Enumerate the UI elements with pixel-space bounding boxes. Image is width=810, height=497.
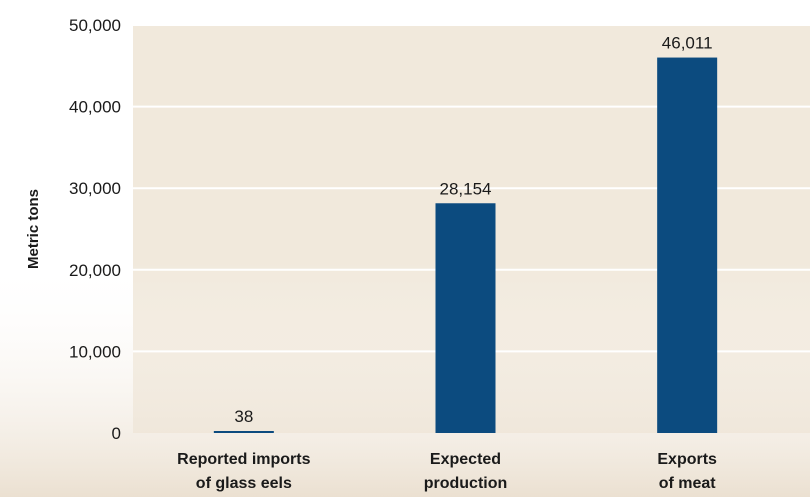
data-label: 28,154 (440, 179, 492, 198)
bars: 38 28,154 46,011 (213, 34, 718, 434)
x-category-label: Exports (657, 451, 717, 468)
bar (435, 203, 496, 433)
bar (657, 57, 718, 434)
y-tick-label: 20,000 (69, 261, 121, 280)
x-category-label: of meat (659, 475, 717, 492)
x-category-label: Reported imports (177, 451, 310, 468)
data-label: 38 (234, 407, 253, 426)
y-tick-label: 0 (112, 424, 121, 443)
data-label: 46,011 (662, 34, 713, 53)
y-axis-ticks: 0 10,000 20,000 30,000 40,000 50,000 (69, 16, 121, 443)
bar (213, 431, 274, 433)
x-category-label: production (424, 475, 508, 492)
x-axis-categories: Reported imports of glass eels Expected pro… (177, 451, 717, 492)
y-tick-label: 40,000 (69, 98, 121, 117)
y-tick-label: 50,000 (69, 16, 121, 35)
y-axis-title: Metric tons (25, 189, 42, 269)
x-category-label: of glass eels (196, 475, 292, 492)
y-tick-label: 30,000 (69, 179, 121, 198)
x-category-label: Expected (430, 451, 501, 468)
y-tick-label: 10,000 (69, 342, 121, 361)
